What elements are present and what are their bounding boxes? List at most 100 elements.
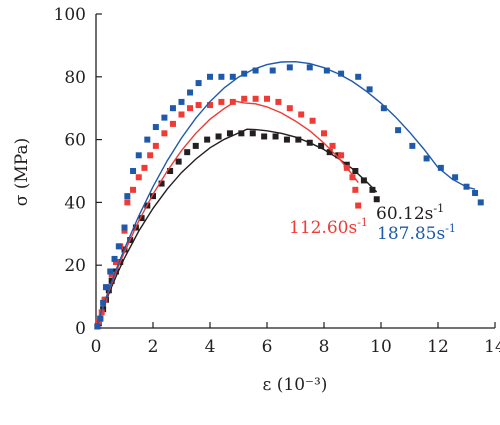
- y-tick-label: 40: [64, 193, 86, 213]
- series-0-data-point: [167, 168, 174, 174]
- series-1-data-point: [343, 164, 350, 171]
- series-2-data-point: [472, 189, 479, 196]
- series-1-data-point: [286, 105, 293, 112]
- x-tick-label: 2: [148, 337, 159, 357]
- series-0-data-point: [352, 168, 359, 174]
- series-2-data-point: [124, 193, 131, 200]
- series-2-data-point: [269, 67, 276, 74]
- series-2-data-point: [286, 64, 293, 71]
- series-label-187-exponent: -1: [445, 222, 456, 235]
- series-label-187-base: 187.85s: [377, 224, 445, 244]
- series-label-112-base: 112.60s: [289, 218, 357, 238]
- series-2-data-point: [115, 243, 122, 250]
- series-1-data-point: [329, 142, 336, 149]
- series-1-data-point: [152, 142, 159, 149]
- series-1-data-point: [229, 98, 236, 105]
- series-1-data-point: [264, 95, 270, 102]
- y-axis-title: σ (MPa): [12, 138, 32, 207]
- series-1-data-point: [338, 152, 345, 159]
- series-2-data-point: [380, 105, 387, 112]
- series-1-data-point: [355, 202, 362, 209]
- series-2-data-point: [169, 105, 176, 112]
- series-1-data-point: [298, 111, 305, 118]
- series-layer: [94, 60, 484, 330]
- x-tick-label: 14: [484, 337, 500, 357]
- series-2-fit-curve: [95, 60, 476, 329]
- series-0-data-point: [184, 149, 191, 156]
- series-2-data-point: [423, 155, 430, 162]
- series-0-data-point: [226, 130, 233, 137]
- series-2-data-point: [252, 67, 259, 74]
- series-2-data-point: [107, 268, 114, 275]
- series-label-60-exponent: -1: [433, 202, 444, 215]
- y-tick-label: 0: [75, 319, 86, 339]
- series-0-data-point: [204, 136, 211, 143]
- series-2-data-point: [463, 183, 470, 190]
- series-2-data-point: [452, 174, 459, 181]
- x-tick-label: 0: [91, 337, 102, 357]
- series-1-data-point: [124, 199, 131, 206]
- x-axis-title: ε (10⁻³): [263, 375, 328, 395]
- series-1-data-point: [321, 130, 327, 137]
- series-2-data-point: [144, 136, 151, 143]
- series-1-data-point: [147, 152, 154, 159]
- series-2-data-point: [130, 168, 137, 174]
- series-2-data-point: [152, 124, 159, 131]
- series-1-data-point: [207, 102, 213, 109]
- series-0-data-point: [150, 193, 156, 200]
- series-0-data-point: [215, 133, 222, 140]
- series-2-data-point: [207, 73, 213, 80]
- series-0-data-point: [238, 130, 245, 137]
- series-2-data-point: [94, 323, 101, 330]
- series-0-data-point: [318, 142, 325, 149]
- series-0-data-point: [175, 158, 182, 165]
- series-label-187: 187.85s-1: [377, 222, 456, 244]
- series-2-data-point: [437, 164, 444, 171]
- series-0-data-point: [295, 136, 302, 143]
- series-2-data-point: [306, 64, 313, 71]
- series-2-data-point: [409, 142, 416, 149]
- axes: 0 2 4 6 8 10 12 14 0 20 40 60 80 100: [54, 5, 500, 357]
- series-0-data-point: [306, 139, 313, 146]
- series-1-data-point: [95, 318, 102, 325]
- series-1-data-point: [169, 120, 176, 127]
- series-1-data-point: [187, 105, 194, 112]
- series-1-data-point: [275, 98, 282, 105]
- series-1-data-point: [121, 227, 128, 234]
- series-2-data-point: [135, 152, 142, 159]
- series-0-data-point: [100, 306, 107, 313]
- series-label-60: 60.12s-1: [376, 202, 444, 224]
- series-1-data-point: [101, 296, 108, 303]
- series-0-data-point: [283, 136, 290, 143]
- x-tick-label: 4: [205, 337, 216, 357]
- series-label-112-exponent: -1: [357, 216, 368, 229]
- series-0-data-point: [138, 215, 145, 222]
- series-1-data-point: [135, 174, 142, 181]
- series-0-data-point: [192, 142, 199, 149]
- y-tick-label: 80: [64, 68, 86, 88]
- series-0-data-point: [158, 180, 165, 187]
- series-2: [94, 60, 484, 330]
- series-0-data-point: [249, 130, 256, 137]
- series-2-data-point: [187, 89, 194, 96]
- y-tick-label: 60: [64, 131, 86, 151]
- series-2-data-point: [102, 284, 109, 291]
- series-2-data-point: [97, 315, 104, 322]
- series-2-data-point: [178, 98, 185, 105]
- series-2-data-point: [121, 224, 128, 231]
- x-tick-label: 6: [262, 337, 273, 357]
- series-label-60-base: 60.12s: [376, 204, 433, 224]
- series-2-data-point: [477, 199, 484, 206]
- series-2-data-point: [218, 73, 225, 80]
- series-1-fit-curve: [95, 100, 359, 329]
- series-1-data-point: [252, 95, 259, 102]
- series-1-data-point: [161, 130, 168, 137]
- series-1: [94, 95, 362, 330]
- series-0-data-point: [369, 186, 376, 193]
- series-2-data-point: [366, 86, 373, 93]
- series-1-data-point: [130, 186, 137, 193]
- series-1-data-point: [349, 174, 356, 181]
- series-2-data-point: [395, 127, 402, 134]
- series-2-data-point: [161, 114, 168, 121]
